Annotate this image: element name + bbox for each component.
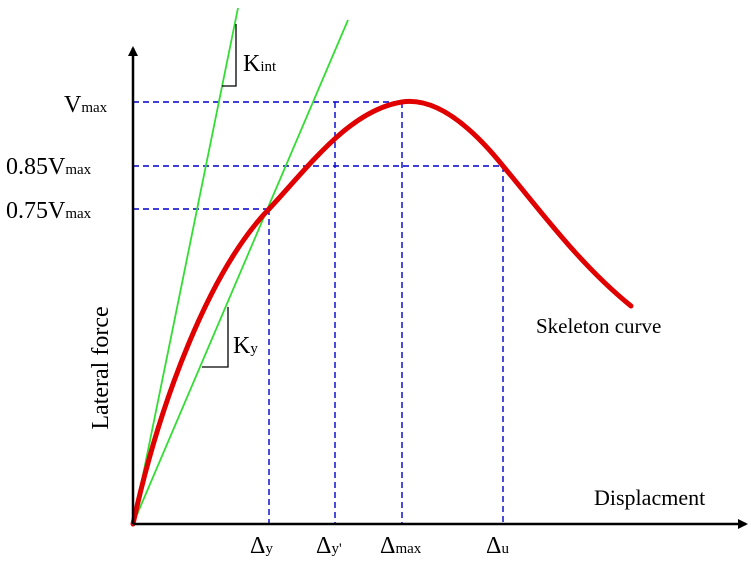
skeleton-curve-label: Skeleton curve [536,314,661,338]
kint-label: Kint [243,51,277,77]
guide-lines [133,101,504,524]
v075-label: 0.75Vmax [6,198,92,224]
x-axis-label: Displacment [594,485,705,510]
delta-yprime-label: Δy' [316,533,342,559]
initial-stiffness-line [132,7,239,525]
y-axis-label: Lateral force [88,306,114,429]
stiffness-lines [132,7,349,525]
delta-max-label: Δmax [380,533,422,559]
stiffness-triangles [202,24,237,368]
ky-label: Ky [233,333,258,359]
vmax-label: Vmax [64,92,108,118]
v085-label: 0.85Vmax [6,154,92,180]
delta-y-label: Δy [250,533,273,559]
kint-triangle [222,24,237,87]
delta-u-label: Δu [486,533,509,559]
yield-stiffness-line [132,19,349,525]
skeleton-curve [130,98,634,527]
ky-triangle [202,307,229,368]
